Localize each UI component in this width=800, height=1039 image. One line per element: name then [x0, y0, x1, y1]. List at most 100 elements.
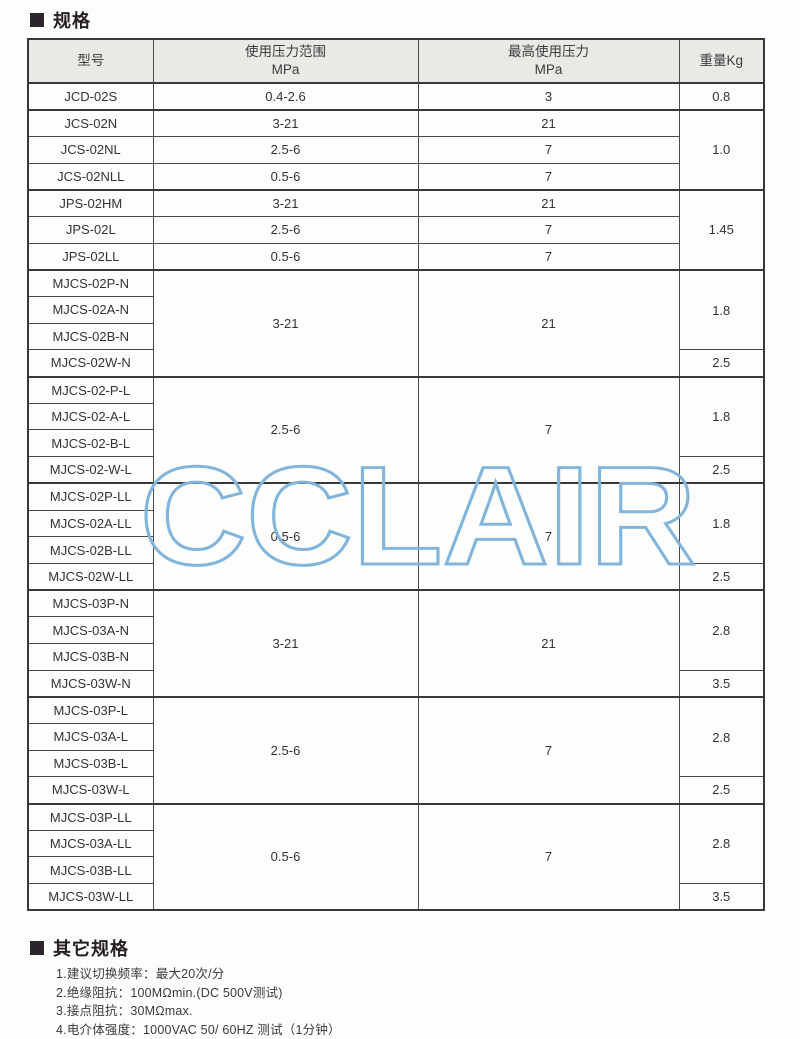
model-cell: JCS-02N — [28, 110, 153, 137]
other-spec-item: 4.电介体强度：1000VAC 50/ 60HZ 测试（1分钟） — [56, 1021, 341, 1039]
table-row: MJCS-03P-LL 0.5-6 7 2.8 — [28, 804, 764, 831]
table-row: JPS-02L 2.5-6 7 — [28, 216, 764, 243]
range-cell: 0.5-6 — [153, 163, 418, 190]
model-cell: MJCS-02A-LL — [28, 510, 153, 537]
max-cell: 21 — [418, 110, 679, 137]
model-cell: MJCS-02-A-L — [28, 403, 153, 430]
table-row: MJCS-03P-N 3-21 21 2.8 — [28, 590, 764, 617]
model-cell: MJCS-02-B-L — [28, 430, 153, 457]
weight-cell: 3.5 — [679, 884, 764, 911]
square-bullet-icon — [30, 13, 44, 27]
model-cell: MJCS-03P-N — [28, 590, 153, 617]
model-cell: MJCS-03A-N — [28, 617, 153, 644]
model-cell: MJCS-02W-LL — [28, 563, 153, 590]
model-cell: MJCS-02P-LL — [28, 483, 153, 510]
table-row: JCS-02NL 2.5-6 7 — [28, 136, 764, 163]
model-cell: MJCS-02P-N — [28, 270, 153, 297]
weight-cell: 1.0 — [679, 110, 764, 190]
max-cell: 21 — [418, 590, 679, 697]
header-model: 型号 — [28, 39, 153, 83]
table-row: MJCS-02P-LL 0.5-6 7 1.8 — [28, 483, 764, 510]
table-row: MJCS-03P-L 2.5-6 7 2.8 — [28, 697, 764, 724]
range-cell: 2.5-6 — [153, 377, 418, 484]
spec-section-title-label: 规格 — [53, 7, 91, 33]
range-cell: 0.5-6 — [153, 483, 418, 590]
range-cell: 0.4-2.6 — [153, 83, 418, 110]
other-specs-section-title: 其它规格 — [30, 935, 129, 961]
weight-cell: 2.5 — [679, 777, 764, 804]
max-cell: 7 — [418, 216, 679, 243]
range-cell: 0.5-6 — [153, 243, 418, 270]
max-cell: 7 — [418, 804, 679, 911]
model-cell: MJCS-02-P-L — [28, 377, 153, 404]
range-cell: 2.5-6 — [153, 136, 418, 163]
max-cell: 7 — [418, 483, 679, 590]
table-row: JPS-02HM 3-21 21 1.45 — [28, 190, 764, 217]
range-cell: 2.5-6 — [153, 697, 418, 804]
model-cell: JPS-02LL — [28, 243, 153, 270]
max-cell: 7 — [418, 243, 679, 270]
other-specs-list: 1.建议切换频率：最大20次/分 2.绝缘阻抗：100MΩmin.(DC 500… — [56, 965, 341, 1039]
range-cell: 2.5-6 — [153, 216, 418, 243]
range-cell: 3-21 — [153, 590, 418, 697]
range-cell: 0.5-6 — [153, 804, 418, 911]
weight-cell: 1.8 — [679, 483, 764, 563]
model-cell: MJCS-03B-N — [28, 643, 153, 670]
model-cell: MJCS-03W-LL — [28, 884, 153, 911]
table-row: JCS-02N 3-21 21 1.0 — [28, 110, 764, 137]
weight-cell: 2.5 — [679, 350, 764, 377]
weight-cell: 2.8 — [679, 804, 764, 884]
max-cell: 7 — [418, 136, 679, 163]
model-cell: JPS-02HM — [28, 190, 153, 217]
model-cell: MJCS-03P-L — [28, 697, 153, 724]
model-cell: JCD-02S — [28, 83, 153, 110]
weight-cell: 2.8 — [679, 590, 764, 670]
weight-cell: 1.8 — [679, 270, 764, 350]
weight-cell: 1.45 — [679, 190, 764, 270]
table-row: MJCS-02-P-L 2.5-6 7 1.8 — [28, 377, 764, 404]
header-weight: 重量Kg — [679, 39, 764, 83]
model-cell: MJCS-03A-LL — [28, 830, 153, 857]
table-row: JPS-02LL 0.5-6 7 — [28, 243, 764, 270]
model-cell: JPS-02L — [28, 216, 153, 243]
model-cell: JCS-02NLL — [28, 163, 153, 190]
weight-cell: 2.5 — [679, 457, 764, 484]
model-cell: MJCS-02A-N — [28, 297, 153, 324]
table-row: JCS-02NLL 0.5-6 7 — [28, 163, 764, 190]
other-spec-item: 1.建议切换频率：最大20次/分 — [56, 965, 341, 984]
range-cell: 3-21 — [153, 110, 418, 137]
range-cell: 3-21 — [153, 270, 418, 377]
other-spec-item: 2.绝缘阻抗：100MΩmin.(DC 500V测试) — [56, 984, 341, 1003]
table-row: MJCS-02P-N 3-21 21 1.8 — [28, 270, 764, 297]
max-cell: 7 — [418, 697, 679, 804]
model-cell: MJCS-03W-N — [28, 670, 153, 697]
model-cell: MJCS-03B-L — [28, 750, 153, 777]
range-cell: 3-21 — [153, 190, 418, 217]
model-cell: MJCS-02B-LL — [28, 537, 153, 564]
weight-cell: 2.8 — [679, 697, 764, 777]
model-cell: MJCS-02B-N — [28, 323, 153, 350]
weight-cell: 2.5 — [679, 563, 764, 590]
square-bullet-icon — [30, 941, 44, 955]
other-spec-item: 3.接点阻抗：30MΩmax. — [56, 1002, 341, 1021]
table-row: JCD-02S 0.4-2.6 3 0.8 — [28, 83, 764, 110]
model-cell: MJCS-02W-N — [28, 350, 153, 377]
max-cell: 21 — [418, 190, 679, 217]
model-cell: MJCS-03W-L — [28, 777, 153, 804]
max-cell: 21 — [418, 270, 679, 377]
other-specs-title-label: 其它规格 — [53, 935, 129, 961]
weight-cell: 3.5 — [679, 670, 764, 697]
model-cell: MJCS-03A-L — [28, 724, 153, 751]
model-cell: MJCS-03P-LL — [28, 804, 153, 831]
max-cell: 3 — [418, 83, 679, 110]
weight-cell: 1.8 — [679, 377, 764, 457]
max-cell: 7 — [418, 377, 679, 484]
model-cell: MJCS-02-W-L — [28, 457, 153, 484]
max-cell: 7 — [418, 163, 679, 190]
model-cell: JCS-02NL — [28, 136, 153, 163]
spec-section-title: 规格 — [30, 7, 91, 33]
